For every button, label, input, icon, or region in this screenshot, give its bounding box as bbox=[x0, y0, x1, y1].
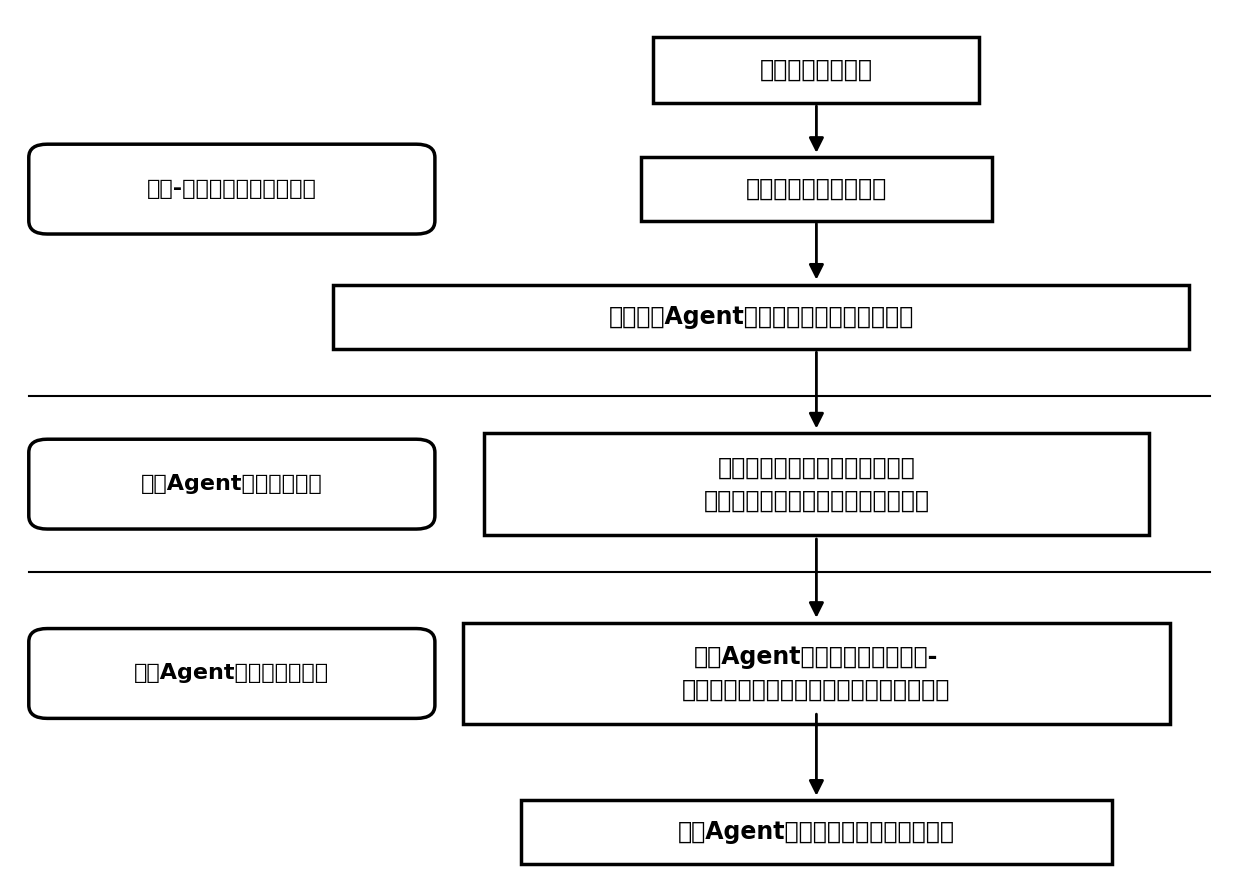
Bar bbox=[641, 157, 991, 220]
FancyBboxPatch shape bbox=[28, 439, 435, 529]
Text: 植物Agent行为规则，采用剂量-
反应模型确定植物受伤害后的反应强度指标: 植物Agent行为规则，采用剂量- 反应模型确定植物受伤害后的反应强度指标 bbox=[683, 645, 950, 702]
FancyBboxPatch shape bbox=[28, 144, 435, 234]
Bar bbox=[653, 37, 980, 103]
Text: 建立植物Agent对大气污染反应的数学模型: 建立植物Agent对大气污染反应的数学模型 bbox=[608, 305, 913, 329]
Text: 剂量-反应模型及参数化定义: 剂量-反应模型及参数化定义 bbox=[147, 179, 317, 199]
Text: 确定反应曲线所需参数: 确定反应曲线所需参数 bbox=[746, 177, 887, 201]
Bar bbox=[462, 623, 1170, 725]
Bar bbox=[522, 800, 1111, 864]
Text: 选取抽象表达植物个体受污染物
伤害差异的四个属性并定义确定规则: 选取抽象表达植物个体受污染物 伤害差异的四个属性并定义确定规则 bbox=[704, 455, 929, 513]
Text: 植物Agent适应性参数定义和运行过程: 植物Agent适应性参数定义和运行过程 bbox=[678, 820, 955, 844]
Text: 植物Agent内部状态集合: 植物Agent内部状态集合 bbox=[141, 474, 322, 494]
Text: 植物内部模型曲线: 植物内部模型曲线 bbox=[760, 58, 873, 82]
Text: 植物Agent适应性行为规则: 植物Agent适应性行为规则 bbox=[134, 663, 330, 684]
FancyBboxPatch shape bbox=[28, 629, 435, 718]
Bar bbox=[484, 434, 1149, 535]
Bar bbox=[333, 285, 1188, 348]
